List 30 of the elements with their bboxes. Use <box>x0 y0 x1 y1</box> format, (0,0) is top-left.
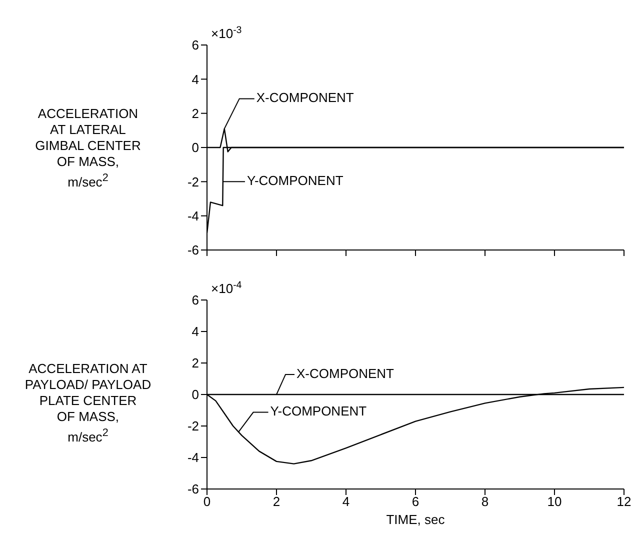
y-tick-label: 4 <box>192 72 199 87</box>
y-tick-label: 2 <box>192 106 199 121</box>
x-tick-label: 2 <box>272 494 280 510</box>
y-tick-label: -2 <box>187 418 199 434</box>
x-axis-title: TIME, sec <box>386 512 446 528</box>
y-tick-label: 6 <box>192 292 199 308</box>
y-tick-label: 4 <box>192 324 199 340</box>
y-tick-label: 2 <box>192 356 199 371</box>
text: ×10$^{-3}$ <box>211 24 242 41</box>
text: ×10$^{-4}$ <box>211 280 242 296</box>
x-tick-label: 10 <box>547 494 562 510</box>
annotation: X-COMPONENT <box>256 90 354 106</box>
x-tick-label: 0 <box>203 494 211 510</box>
x-tick-label: 6 <box>412 494 420 510</box>
x-tick-label: 12 <box>616 494 632 510</box>
y-axis-title: ACCELERATION AT PAYLOAD/ PAYLOAD PLATE CENTER OF MASS, m/sec$^{2}$ <box>24 360 152 446</box>
y-tick-label: -2 <box>187 174 199 190</box>
y-axis-title: ACCELERATION AT LATERAL GIMBAL CENTER OF MASS, m/sec$^{2}$ <box>35 106 141 190</box>
y-tick-label: -6 <box>187 242 199 258</box>
y-tick-label: -4 <box>187 450 199 466</box>
y-tick-label: -6 <box>187 482 199 497</box>
annotation: Y-COMPONENT <box>270 404 367 419</box>
y-tick-label: 6 <box>192 38 199 53</box>
y-tick-label: 0 <box>192 387 199 402</box>
x-tick-label: 4 <box>342 494 350 510</box>
y-tick-label: -4 <box>187 208 199 224</box>
x-tick-label: 8 <box>481 494 489 510</box>
annotation: Y-COMPONENT <box>246 173 344 188</box>
annotation: X-COMPONENT <box>296 366 394 381</box>
y-tick-label: 0 <box>192 140 199 156</box>
